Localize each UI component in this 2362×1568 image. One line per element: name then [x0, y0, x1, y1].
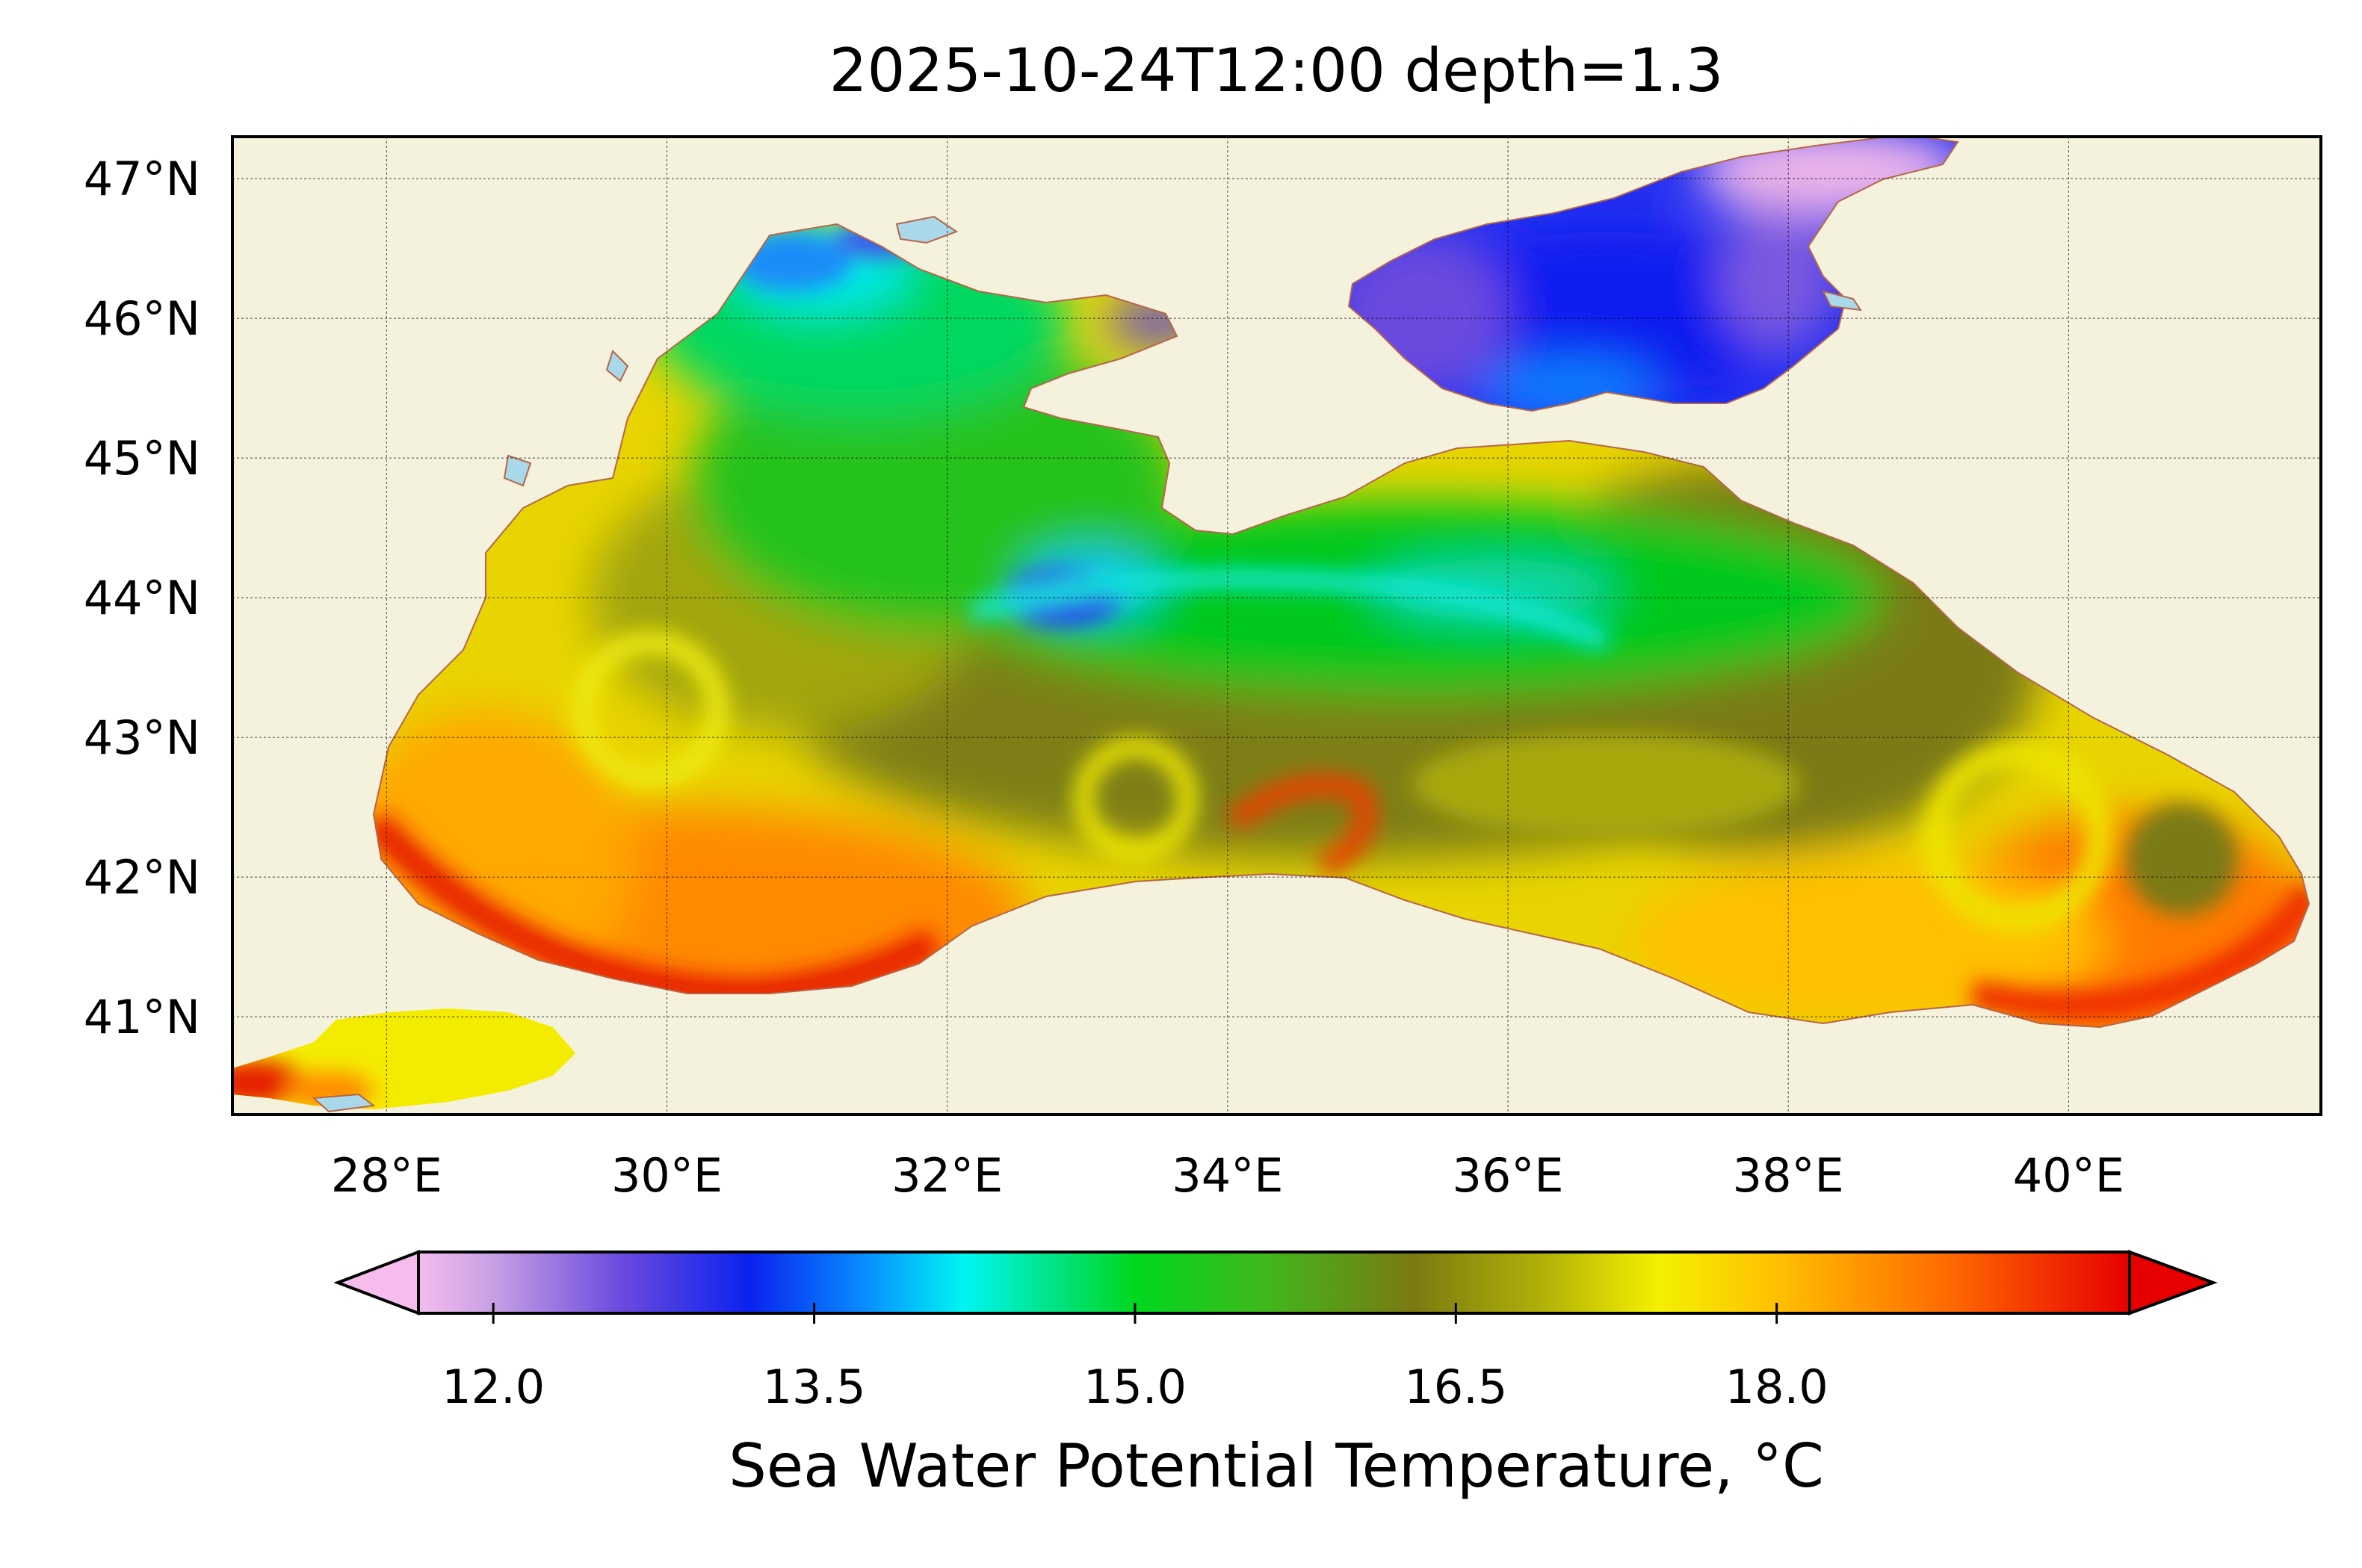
longitude-tick-label: 32°E	[891, 1148, 1003, 1203]
longitude-tick-label: 34°E	[1172, 1148, 1283, 1203]
colorbar-tick-label: 18.0	[1725, 1360, 1828, 1414]
colorbar-label: Sea Water Potential Temperature, °C	[729, 1431, 1824, 1501]
colorbar: 12.0 13.5 15.0 16.5 18.0 Sea Water Potential…	[333, 1250, 2218, 1501]
longitude-tick-label: 38°E	[1733, 1148, 1844, 1203]
colorbar-extend-low	[333, 1250, 420, 1316]
colorbar-frame	[417, 1251, 2131, 1315]
colorbar-label-unit: °C	[1752, 1431, 1824, 1501]
longitude-tick-label: 28°E	[331, 1148, 442, 1203]
latitude-tick-label: 46°N	[84, 291, 200, 346]
longitude-tick-label: 30°E	[611, 1148, 723, 1203]
inland-water	[312, 215, 1863, 1113]
latitude-tick-label: 42°N	[84, 850, 200, 905]
colorbar-body	[418, 1252, 2130, 1313]
longitude-tick-label: 36°E	[1452, 1148, 1563, 1203]
colorbar-tick-label: 12.0	[442, 1360, 545, 1414]
latitude-tick-label: 45°N	[84, 431, 200, 486]
latitude-tick-label: 44°N	[84, 571, 200, 625]
map-title: 2025-10-24T12:00 depth=1.3	[829, 36, 1724, 105]
colorbar-ticks: 12.0 13.5 15.0 16.5 18.0	[442, 1303, 1828, 1414]
latitude-tick-label: 47°N	[84, 152, 200, 206]
longitude-tick-labels: 28°E 30°E 32°E 34°E 36°E 38°E 40°E	[331, 1148, 2124, 1203]
latitude-tick-labels: 47°N 46°N 45°N 44°N 43°N 42°N 41°N	[84, 152, 200, 1044]
longitude-tick-label: 40°E	[2013, 1148, 2124, 1203]
latitude-tick-label: 43°N	[84, 710, 200, 765]
colorbar-tick-label: 15.0	[1083, 1360, 1187, 1414]
latitude-tick-label: 41°N	[84, 990, 200, 1044]
colorbar-extend-high	[2128, 1250, 2218, 1316]
colorbar-tick-label: 13.5	[763, 1360, 866, 1414]
colorbar-label-text: Sea Water Potential Temperature,	[729, 1431, 1752, 1501]
coastlines	[372, 137, 2310, 1029]
map-frame	[231, 135, 2322, 1116]
map-panel	[232, 137, 2321, 1115]
gridlines	[232, 137, 2321, 1115]
colorbar-tick-label: 16.5	[1404, 1360, 1507, 1414]
